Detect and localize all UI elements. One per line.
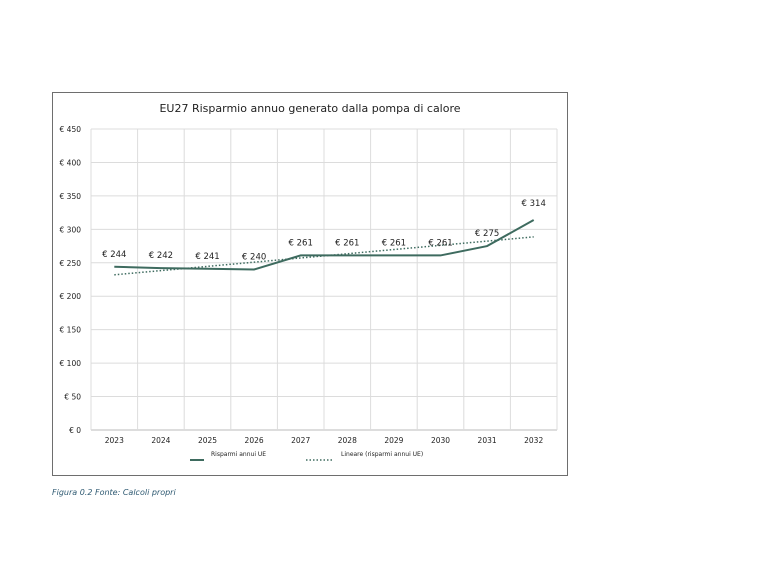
chart-frame bbox=[52, 92, 568, 476]
x-tick-label: 2023 bbox=[105, 436, 124, 445]
x-tick-label: 2032 bbox=[524, 436, 543, 445]
legend-label-lineare: Lineare (risparmi annui UE) bbox=[341, 451, 423, 458]
data-label: € 244 bbox=[102, 250, 126, 260]
data-label: € 240 bbox=[242, 252, 266, 262]
y-tick-label: € 250 bbox=[60, 259, 82, 268]
x-tick-label: 2028 bbox=[338, 436, 357, 445]
chart-title: EU27 Risparmio annuo generato dalla pomp… bbox=[159, 102, 460, 115]
data-label: € 261 bbox=[289, 238, 313, 248]
legend-label-risparmi: Risparmi annui UE bbox=[211, 451, 266, 458]
legend: Risparmi annui UE Lineare (risparmi annui… bbox=[190, 451, 423, 461]
y-tick-label: € 150 bbox=[60, 326, 82, 335]
data-label: € 261 bbox=[335, 238, 359, 248]
x-tick-label: 2026 bbox=[245, 436, 264, 445]
series bbox=[114, 219, 535, 276]
y-tick-label: € 50 bbox=[64, 393, 81, 402]
y-tick-label: € 100 bbox=[60, 359, 82, 368]
x-tick-label: 2030 bbox=[431, 436, 450, 445]
x-tick-label: 2024 bbox=[151, 436, 170, 445]
data-label: € 242 bbox=[149, 251, 173, 261]
y-axis: € 0 € 50 € 100 € 150 € 200 € 250 € 300 € 350 € 4… bbox=[60, 125, 82, 435]
trendline-lineare bbox=[114, 236, 534, 276]
gridlines bbox=[90, 128, 558, 431]
x-tick-label: 2029 bbox=[384, 436, 403, 445]
y-tick-label: € 300 bbox=[60, 225, 82, 234]
x-tick-label: 2025 bbox=[198, 436, 217, 445]
x-tick-label: 2027 bbox=[291, 436, 310, 445]
data-label: € 314 bbox=[522, 199, 546, 209]
y-tick-label: € 200 bbox=[60, 292, 82, 301]
x-axis: 2023 2024 2025 2026 2027 2028 2029 2030 2031 2032 bbox=[105, 436, 544, 445]
y-tick-label: € 450 bbox=[60, 125, 82, 134]
y-tick-label: € 350 bbox=[60, 192, 82, 201]
figure-caption: Figura 0.2 Fonte: Calcoli propri bbox=[52, 488, 176, 497]
data-label: € 261 bbox=[382, 238, 406, 248]
data-label: € 261 bbox=[428, 238, 452, 248]
x-tick-label: 2031 bbox=[478, 436, 497, 445]
data-label: € 275 bbox=[475, 229, 499, 239]
y-tick-label: € 400 bbox=[60, 158, 82, 167]
data-labels: € 244 € 242 € 241 € 240 € 261 € 261 € 261 € 261… bbox=[102, 199, 546, 262]
y-tick-label: € 0 bbox=[69, 426, 81, 435]
data-label: € 241 bbox=[195, 252, 219, 262]
